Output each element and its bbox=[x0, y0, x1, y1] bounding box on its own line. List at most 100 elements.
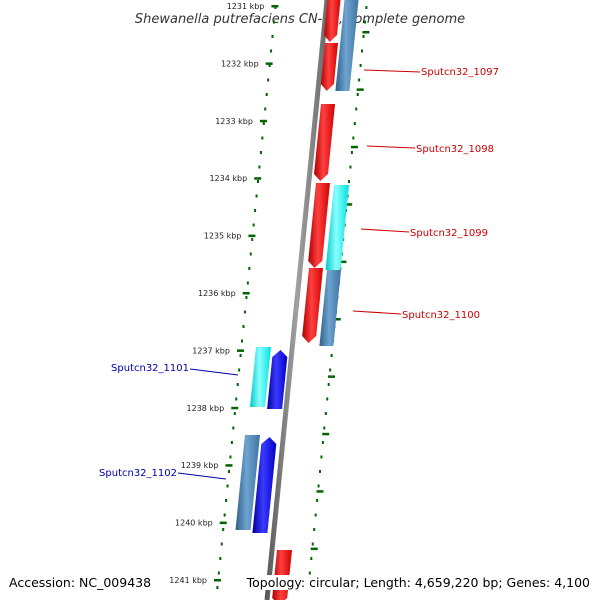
kbp-label: 1231 kbp bbox=[227, 2, 265, 11]
forward-gene-feature[interactable] bbox=[325, 185, 350, 270]
track-dot bbox=[243, 310, 246, 314]
kbp-tick bbox=[350, 145, 358, 149]
reverse-gene-feature[interactable] bbox=[250, 347, 271, 407]
kbp-label: 1237 kbp bbox=[192, 346, 230, 355]
kbp-tick bbox=[225, 464, 233, 467]
track-dot bbox=[219, 557, 222, 560]
kbp-tick bbox=[339, 260, 347, 264]
kbp-tick bbox=[254, 177, 262, 180]
forward-cds-feature[interactable] bbox=[320, 43, 338, 91]
gene-label-leader bbox=[366, 145, 416, 149]
track-dot bbox=[268, 64, 271, 67]
genome-backbone bbox=[264, 0, 330, 600]
track-dot bbox=[259, 151, 262, 154]
track-dot bbox=[249, 252, 252, 256]
gene-label-1099[interactable]: Sputcn32_1099 bbox=[410, 228, 488, 239]
track-dot bbox=[241, 339, 244, 343]
track-dot bbox=[251, 238, 254, 241]
kbp-tick bbox=[333, 318, 341, 321]
track-dot bbox=[358, 78, 361, 82]
track-dot bbox=[311, 542, 314, 546]
track-dot bbox=[365, 6, 368, 9]
kbp-tick bbox=[310, 547, 318, 551]
kbp-tick bbox=[322, 432, 330, 436]
track-dot bbox=[228, 470, 230, 473]
gene-label-1100[interactable]: Sputcn32_1100 bbox=[402, 310, 480, 321]
forward-cds-feature[interactable] bbox=[314, 104, 335, 181]
track-dot bbox=[324, 412, 327, 415]
gene-label-leader bbox=[189, 368, 239, 376]
track-dot bbox=[323, 426, 326, 430]
gene-label-1097[interactable]: Sputcn32_1097 bbox=[421, 67, 499, 78]
kbp-label: 1236 kbp bbox=[198, 289, 236, 298]
track-dot bbox=[329, 368, 332, 372]
track-dot bbox=[235, 397, 238, 401]
topology-text: Topology: circular; Length: 4,659,220 bp… bbox=[246, 575, 590, 590]
kbp-tick bbox=[356, 88, 364, 91]
gene-label-1102[interactable]: Sputcn32_1102 bbox=[99, 468, 177, 479]
track-dot bbox=[245, 296, 248, 299]
gene-label-1101[interactable]: Sputcn32_1101 bbox=[111, 363, 189, 374]
track-dot bbox=[226, 484, 229, 488]
kbp-label: 1235 kbp bbox=[204, 232, 242, 241]
kbp-tick bbox=[316, 490, 324, 493]
track-dot bbox=[272, 20, 275, 24]
track-dot bbox=[232, 426, 235, 430]
kbp-label: 1234 kbp bbox=[209, 174, 247, 183]
gene-labels: Sputcn32_1097 Sputcn32_1098 Sputcn32_109… bbox=[99, 67, 499, 480]
track-dot bbox=[349, 165, 352, 169]
track-dot bbox=[320, 455, 323, 459]
track-dot bbox=[348, 180, 350, 183]
track-dot bbox=[261, 136, 264, 140]
track-dot bbox=[255, 194, 258, 198]
track-dot bbox=[353, 122, 356, 125]
track-dot bbox=[313, 528, 316, 531]
kbp-tick bbox=[327, 375, 335, 378]
track-dot bbox=[330, 354, 333, 357]
gene-label-1098[interactable]: Sputcn32_1098 bbox=[416, 144, 494, 155]
track-dot bbox=[257, 180, 259, 183]
kbp-tick bbox=[259, 119, 267, 123]
forward-cds-feature[interactable] bbox=[324, 0, 341, 42]
track-dot bbox=[271, 35, 274, 38]
track-dot bbox=[316, 499, 319, 502]
track-dot bbox=[267, 78, 270, 82]
track-dot bbox=[223, 513, 226, 517]
track-dot bbox=[236, 383, 239, 386]
kbp-tick bbox=[242, 292, 250, 295]
kbp-tick bbox=[248, 234, 256, 238]
gene-label-leader bbox=[360, 228, 410, 233]
reverse-gene-feature[interactable] bbox=[235, 435, 261, 530]
reverse-cds-feature[interactable] bbox=[267, 350, 288, 409]
gene-label-leader bbox=[352, 310, 402, 315]
kbp-label: 1233 kbp bbox=[215, 117, 253, 126]
track-dot bbox=[314, 513, 317, 517]
kbp-axis: 1231 kbp 1232 kbp 1233 kbp 1234 kbp 1235 kbp… bbox=[169, 2, 370, 585]
track-dot bbox=[242, 325, 245, 328]
track-dot bbox=[310, 557, 313, 560]
track-dot bbox=[254, 209, 257, 212]
forward-gene-feature[interactable] bbox=[319, 270, 341, 346]
forward-gene-feature[interactable] bbox=[335, 0, 359, 91]
forward-cds-feature[interactable] bbox=[302, 268, 323, 343]
track-dot bbox=[238, 368, 241, 372]
track-dot bbox=[216, 586, 219, 589]
track-dot bbox=[321, 441, 324, 444]
track-dot bbox=[326, 397, 329, 401]
track-dot bbox=[222, 528, 225, 531]
track-dot bbox=[220, 542, 223, 546]
track-dot bbox=[230, 441, 233, 444]
track-dot bbox=[246, 281, 249, 285]
reverse-cds-feature[interactable] bbox=[252, 437, 277, 533]
kbp-label: 1232 kbp bbox=[221, 59, 259, 68]
track-dot bbox=[361, 49, 364, 53]
kbp-tick bbox=[214, 579, 221, 582]
track-dot bbox=[363, 20, 366, 24]
accession-text: Accession: NC_009438 bbox=[9, 575, 152, 590]
track-dot bbox=[217, 571, 220, 575]
kbp-tick bbox=[362, 31, 370, 34]
kbp-tick bbox=[236, 349, 244, 352]
forward-cds-feature[interactable] bbox=[308, 183, 330, 268]
track-dot bbox=[362, 35, 365, 38]
